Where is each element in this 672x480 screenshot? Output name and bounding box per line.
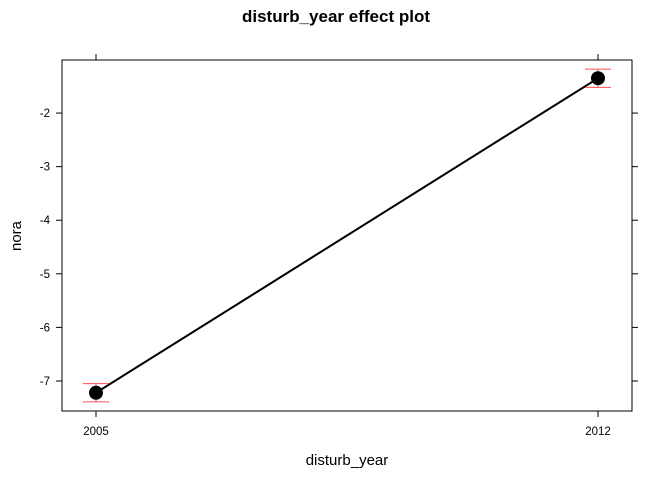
y-tick-label: -3 (40, 162, 50, 174)
y-tick-label: -2 (40, 108, 50, 120)
plot-panel (61, 59, 633, 412)
data-point (89, 385, 103, 400)
y-tick-label: -7 (40, 376, 50, 388)
y-axis: -2 -3 -4 -5 -6 -7 (40, 108, 638, 388)
data-marks (83, 68, 611, 403)
series-line (95, 77, 599, 394)
chart-title: disturb_year effect plot (242, 7, 430, 26)
x-axis-label: disturb_year (306, 452, 389, 469)
y-tick-label: -4 (40, 215, 51, 227)
y-tick-label: -6 (40, 322, 50, 334)
x-tick-label: 2005 (83, 426, 109, 438)
data-point (591, 71, 605, 86)
x-axis: 2005 2012 (83, 54, 611, 438)
y-axis-label: nora (8, 220, 25, 251)
x-tick-label: 2012 (585, 426, 611, 438)
y-tick-label: -5 (40, 269, 50, 281)
